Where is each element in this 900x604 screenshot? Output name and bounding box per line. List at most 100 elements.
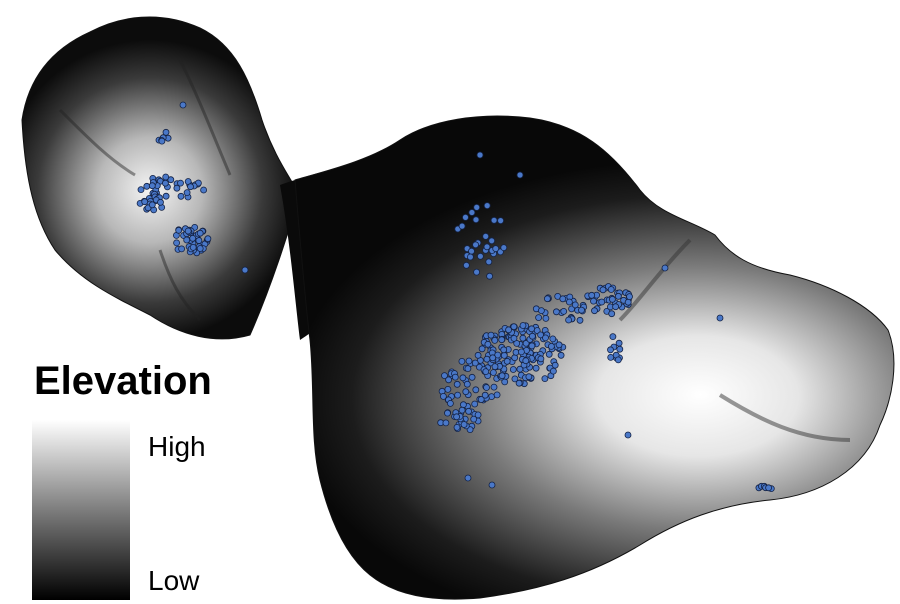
observation-point bbox=[533, 365, 539, 371]
observation-point bbox=[561, 308, 567, 314]
observation-point bbox=[144, 183, 150, 189]
observation-point bbox=[464, 381, 470, 387]
observation-point bbox=[443, 420, 449, 426]
observation-point bbox=[486, 259, 492, 265]
observation-point bbox=[477, 152, 483, 158]
observation-point bbox=[613, 304, 619, 310]
observation-point bbox=[548, 343, 554, 349]
observation-point bbox=[487, 273, 493, 279]
observation-point bbox=[511, 335, 517, 341]
observation-point bbox=[492, 337, 498, 343]
observation-point bbox=[608, 287, 614, 293]
observation-point bbox=[459, 358, 465, 364]
observation-point bbox=[440, 393, 446, 399]
observation-point bbox=[205, 236, 211, 242]
observation-point bbox=[493, 246, 499, 252]
observation-point bbox=[463, 389, 469, 395]
observation-point bbox=[538, 308, 544, 314]
observation-point bbox=[491, 217, 497, 223]
observation-point bbox=[550, 336, 556, 342]
observation-point bbox=[625, 432, 631, 438]
observation-point bbox=[478, 397, 484, 403]
observation-point bbox=[190, 235, 196, 241]
observation-point bbox=[452, 374, 458, 380]
observation-point bbox=[589, 292, 595, 298]
observation-point bbox=[608, 354, 614, 360]
observation-point bbox=[184, 190, 190, 196]
observation-point bbox=[506, 327, 512, 333]
observation-point bbox=[474, 269, 480, 275]
observation-point bbox=[489, 482, 495, 488]
observation-point bbox=[572, 302, 578, 308]
observation-point bbox=[615, 293, 621, 299]
observation-point bbox=[149, 202, 155, 208]
observation-point bbox=[188, 184, 194, 190]
observation-point bbox=[459, 407, 465, 413]
observation-point bbox=[149, 183, 155, 189]
observation-point bbox=[469, 248, 475, 254]
observation-point bbox=[484, 203, 490, 209]
observation-point bbox=[178, 193, 184, 199]
observation-point bbox=[472, 360, 478, 366]
observation-point bbox=[579, 307, 585, 313]
observation-point bbox=[485, 341, 491, 347]
observation-point bbox=[488, 332, 494, 338]
observation-point bbox=[454, 424, 460, 430]
observation-point bbox=[523, 358, 529, 364]
observation-point bbox=[529, 333, 535, 339]
observation-point bbox=[158, 199, 164, 205]
observation-point bbox=[185, 228, 191, 234]
observation-point bbox=[591, 298, 597, 304]
observation-point bbox=[608, 347, 614, 353]
observation-point bbox=[491, 384, 497, 390]
observation-point bbox=[717, 315, 723, 321]
observation-point bbox=[484, 244, 490, 250]
observation-point bbox=[489, 238, 495, 244]
observation-point bbox=[627, 294, 633, 300]
east-island-shape bbox=[295, 116, 894, 599]
observation-point bbox=[556, 342, 562, 348]
observation-point bbox=[566, 299, 572, 305]
observation-point bbox=[617, 346, 623, 352]
observation-point bbox=[542, 376, 548, 382]
observation-point bbox=[550, 368, 556, 374]
observation-point bbox=[498, 218, 504, 224]
observation-point bbox=[142, 199, 148, 205]
observation-point bbox=[197, 246, 203, 252]
legend-low-label: Low bbox=[148, 565, 200, 596]
observation-point bbox=[242, 267, 248, 273]
observation-point bbox=[501, 245, 507, 251]
observation-point bbox=[201, 187, 207, 193]
observation-point bbox=[447, 400, 453, 406]
observation-point bbox=[176, 227, 182, 233]
observation-point bbox=[577, 317, 583, 323]
observation-point bbox=[538, 356, 544, 362]
observation-point bbox=[529, 326, 535, 332]
observation-point bbox=[543, 315, 549, 321]
observation-point bbox=[510, 367, 516, 373]
observation-point bbox=[600, 287, 606, 293]
observation-point bbox=[479, 346, 485, 352]
observation-point bbox=[490, 355, 496, 361]
observation-point bbox=[473, 217, 479, 223]
observation-point bbox=[469, 210, 475, 216]
observation-point bbox=[662, 265, 668, 271]
observation-point bbox=[599, 299, 605, 305]
legend: Elevation High Low bbox=[32, 359, 212, 600]
observation-point bbox=[529, 343, 535, 349]
observation-point bbox=[609, 296, 615, 302]
observation-point bbox=[616, 340, 622, 346]
observation-point bbox=[536, 315, 542, 321]
observation-point bbox=[520, 323, 526, 329]
observation-point bbox=[484, 356, 490, 362]
observation-point bbox=[494, 392, 500, 398]
observation-point bbox=[483, 233, 489, 239]
observation-point bbox=[558, 352, 564, 358]
observation-point bbox=[179, 246, 185, 252]
observation-point bbox=[460, 402, 466, 408]
observation-point bbox=[520, 335, 526, 341]
observation-point bbox=[499, 337, 505, 343]
observation-point bbox=[469, 374, 475, 380]
observation-point bbox=[163, 174, 169, 180]
observation-point bbox=[526, 374, 532, 380]
